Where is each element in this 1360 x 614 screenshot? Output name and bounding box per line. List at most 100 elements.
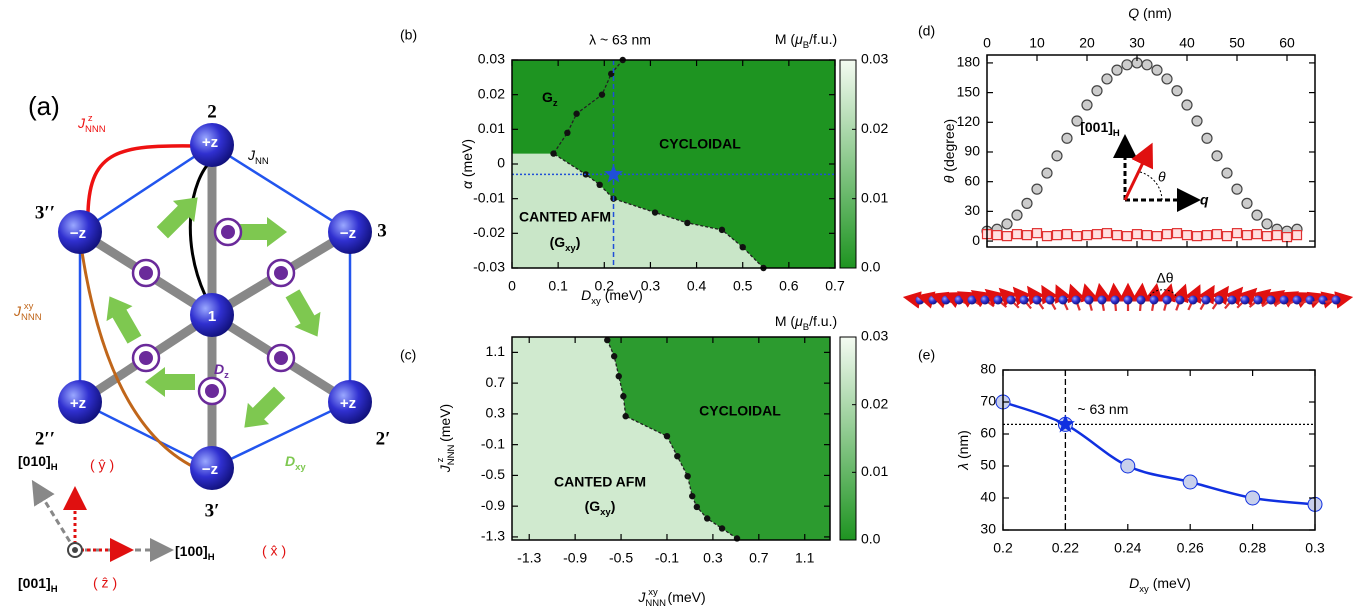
plot-frame	[1002, 369, 1316, 531]
boundary-point	[550, 150, 557, 157]
chain-site	[1253, 295, 1263, 305]
panel-label: (a)	[28, 91, 60, 121]
text-part: (G	[550, 234, 566, 250]
colorbar-tick-label: 0.0	[861, 531, 881, 547]
data-point	[1011, 229, 1023, 240]
data-point	[1251, 229, 1263, 240]
text-part: (meV)	[601, 287, 643, 303]
y-tick-label: 60	[980, 425, 996, 441]
axis-label: ( x̂ )	[262, 543, 286, 559]
text-part: (meV)	[664, 589, 706, 605]
axis-label: [100]H	[175, 543, 215, 563]
y-axis-label: λ (nm)	[955, 430, 971, 471]
axis-label: ( ŷ )	[90, 457, 114, 473]
text-part: /f.u.)	[809, 313, 837, 329]
text-part: NNN	[21, 312, 42, 323]
text-part: [010]	[18, 453, 51, 469]
panel-label: (e)	[918, 347, 935, 363]
data-point	[1091, 229, 1103, 240]
axis-arrow	[31, 479, 77, 551]
data-point	[1201, 230, 1213, 241]
star-marker	[1055, 414, 1075, 433]
text-part: μ	[794, 31, 803, 47]
text-part: [100]	[175, 543, 208, 559]
data-point	[1121, 59, 1133, 71]
chain-site	[1136, 295, 1146, 305]
x-tick-label: -0.5	[609, 550, 633, 566]
text-part: z	[88, 113, 93, 124]
chain-site	[954, 295, 964, 305]
data-point	[1251, 209, 1263, 221]
data-point	[1221, 167, 1233, 179]
colorbar-tick-label: 0.02	[861, 395, 888, 411]
coupling-label: JNNNxy	[13, 301, 42, 323]
y-tick-label: 0	[497, 155, 505, 171]
chain-site	[1162, 295, 1172, 305]
data-point	[1121, 231, 1133, 242]
spin-label: −z	[70, 225, 86, 242]
y-tick-label: 70	[980, 393, 996, 409]
chain-site	[1227, 295, 1237, 305]
text-part: z	[224, 370, 229, 381]
x-tick-label: 30	[1129, 35, 1145, 51]
region-sublabel: (Gxy)	[550, 234, 581, 254]
data-point	[1231, 183, 1243, 195]
colorbar-tick-label: 0.01	[861, 189, 888, 205]
x-tick-label: 0.1	[548, 278, 568, 294]
chain-site	[1071, 295, 1081, 305]
inset-arrow	[1123, 142, 1154, 201]
data-point	[1211, 150, 1223, 162]
panel-label: (d)	[918, 23, 935, 39]
x-tick-label: 0.2	[595, 278, 615, 294]
x-tick-label: 0	[983, 35, 991, 51]
chain-site	[1097, 295, 1107, 305]
phase-boundary	[552, 59, 764, 269]
dm-arrows	[106, 197, 321, 428]
boundary-point	[622, 413, 629, 420]
text-part: (degree)	[941, 119, 957, 176]
text-part: J	[77, 115, 86, 131]
chain-site	[1240, 295, 1250, 305]
text-part: H	[208, 552, 215, 563]
text-part: NN	[255, 156, 269, 167]
x-tick-label: 50	[1229, 35, 1245, 51]
boundary-point	[620, 393, 627, 400]
site-label: 2′	[376, 428, 391, 449]
data-point	[1001, 218, 1013, 230]
boundary-point	[604, 336, 611, 344]
axis-label: [001]H	[18, 575, 58, 595]
y-tick-label: 120	[957, 113, 981, 129]
colorbar-title: M (μB/f.u.)	[775, 313, 837, 333]
text-part: J	[13, 303, 22, 319]
x-tick-label: 10	[1029, 35, 1045, 51]
boundary-point	[564, 129, 571, 136]
chain-label: Δθ	[1156, 270, 1173, 286]
site-label: 3	[377, 220, 387, 241]
data-point	[1061, 229, 1073, 240]
text-part: H	[51, 462, 58, 473]
axis-label: [010]H	[18, 453, 58, 473]
data-point	[1111, 230, 1123, 241]
axis-label: ( ẑ )	[93, 575, 117, 591]
colorbar-tick-label: 0.03	[861, 51, 888, 67]
colorbar	[839, 59, 857, 269]
colorbar-title: M (μB/f.u.)	[775, 31, 837, 51]
plot-frame	[986, 54, 1316, 248]
data-point	[1111, 64, 1123, 76]
star-marker	[604, 164, 623, 183]
text-part: H	[51, 584, 58, 595]
y-tick-label: 0.03	[478, 51, 505, 67]
x-tick-label: -0.9	[563, 550, 587, 566]
inset-label: θ	[1158, 169, 1166, 185]
x-tick-label: -0.1	[655, 550, 679, 566]
site-label: 2	[207, 101, 217, 122]
x-tick-label: 0.28	[1239, 540, 1266, 556]
text-part: xy	[565, 243, 576, 254]
data-point	[1182, 474, 1198, 490]
x-tick-label: 0.7	[749, 550, 769, 566]
data-point	[1245, 490, 1261, 506]
y-tick-label: -0.9	[481, 497, 505, 513]
chain-site	[1279, 295, 1289, 305]
chain-site	[1045, 295, 1055, 305]
text-part: (meV)	[459, 139, 475, 181]
